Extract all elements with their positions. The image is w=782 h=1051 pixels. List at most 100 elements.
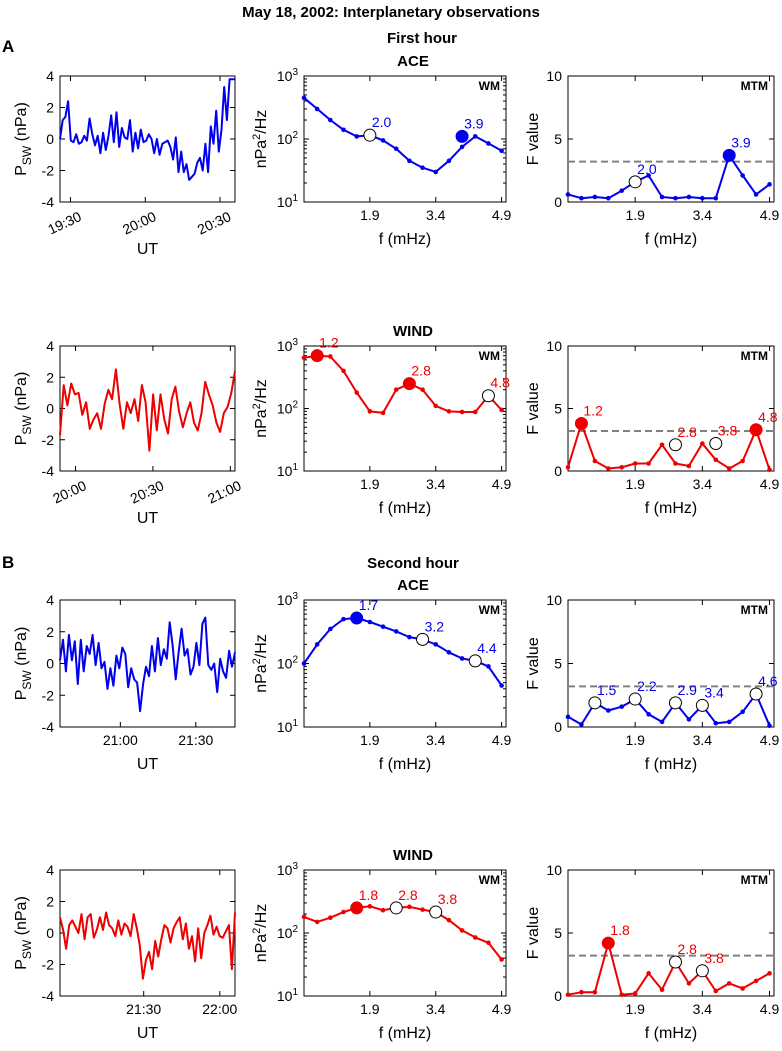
data-point (499, 683, 504, 688)
y-tick-label: 103 (277, 67, 299, 84)
data-point (380, 410, 386, 416)
data-point (420, 387, 425, 392)
data-point (659, 442, 665, 448)
x-tick-label: 4.9 (760, 732, 780, 748)
data-point (740, 709, 745, 715)
data-point (459, 144, 465, 150)
method-label: WM (479, 349, 500, 363)
peak-marker (695, 698, 709, 712)
peak-label: 1.8 (610, 922, 630, 938)
data-point (314, 642, 320, 647)
peak-marker (468, 654, 482, 668)
x-tick-label: 3.4 (693, 476, 713, 492)
y-tick-label: -2 (42, 432, 55, 448)
y-axis-label: nPa2/Hz (251, 379, 270, 438)
x-tick-label: 20:00 (50, 477, 89, 506)
series-line (567, 693, 771, 727)
y-tick-label: 0 (554, 988, 562, 1004)
y-tick-label: 102 (277, 924, 299, 941)
data-point (301, 355, 307, 360)
x-tick-label: 4.9 (760, 207, 780, 223)
data-point (446, 158, 452, 164)
data-point (367, 619, 373, 625)
x-axis-label: f (mHz) (379, 231, 431, 248)
data-point (579, 195, 584, 201)
series-line (567, 422, 771, 471)
y-tick-label: 10 (546, 862, 562, 878)
data-point (713, 195, 719, 201)
y-tick-label: 4 (46, 592, 54, 608)
data-point (646, 173, 651, 178)
x-tick-label: 3.4 (426, 476, 446, 492)
x-axis-label: f (mHz) (645, 500, 697, 517)
peak-label: 2.8 (677, 941, 697, 957)
peak-marker (350, 901, 364, 915)
x-tick-label: 1.9 (625, 1001, 645, 1017)
peak-marker (749, 423, 763, 437)
y-tick-label: 0 (46, 925, 54, 941)
data-point (393, 387, 399, 392)
x-axis-label: UT (137, 241, 159, 258)
peak-marker (668, 438, 682, 452)
data-point (472, 134, 478, 139)
y-tick-label: 101 (277, 193, 299, 210)
y-tick-label: 5 (554, 656, 562, 672)
data-point (700, 195, 705, 201)
x-axis-label: f (mHz) (379, 756, 431, 773)
series-line (567, 942, 770, 996)
data-point (420, 165, 425, 171)
data-point (459, 928, 465, 933)
y-tick-label: 0 (554, 194, 562, 210)
x-tick-label: 4.9 (492, 1001, 512, 1017)
data-point (767, 971, 772, 976)
data-point (301, 661, 307, 666)
x-tick-label: 3.4 (693, 732, 713, 748)
ace-label-row-3: ACE (397, 577, 429, 594)
panel-a-letter: A (2, 37, 14, 56)
y-axis-label: PSW (nPa) (13, 627, 34, 701)
data-point (592, 989, 598, 995)
data-point (632, 461, 638, 466)
data-point (433, 169, 439, 175)
data-point (713, 720, 719, 726)
x-axis-label: UT (137, 756, 159, 773)
data-point (592, 458, 598, 464)
x-tick-label: 22:00 (202, 1001, 237, 1017)
data-point (380, 138, 386, 143)
data-point (393, 629, 399, 634)
peak-marker (455, 129, 469, 143)
figure-title: May 18, 2002: Interplanetary observation… (242, 4, 540, 21)
ace-label-row-1: ACE (397, 53, 429, 70)
peak-label: 2.8 (411, 363, 431, 379)
data-point (646, 971, 651, 976)
data-point (619, 992, 625, 998)
chart-r1c0: -4 -2 0 2 4 20:00 20:30 21:00 PSW (nPa) UT (13, 338, 244, 527)
peak-label: 4.4 (477, 640, 497, 656)
y-tick-label: 102 (277, 400, 299, 417)
x-tick-label: 4.9 (760, 1001, 780, 1017)
peak-label: 1.8 (359, 887, 379, 903)
x-axis-label: UT (137, 1025, 159, 1042)
method-label: MTM (741, 349, 768, 363)
x-tick-label: 21:30 (126, 1001, 161, 1017)
peak-marker (588, 696, 602, 710)
data-point (407, 904, 412, 910)
data-point (328, 354, 333, 359)
x-tick-label: 3.4 (426, 1001, 446, 1017)
y-tick-label: 102 (277, 130, 299, 147)
data-point (726, 466, 732, 471)
y-tick-label: -4 (42, 719, 55, 735)
data-point (659, 987, 665, 992)
data-point (341, 909, 346, 915)
data-point (686, 717, 692, 722)
data-point (767, 182, 772, 187)
y-tick-label: 103 (277, 861, 299, 878)
y-tick-label: -2 (42, 957, 55, 973)
x-tick-label: 4.9 (760, 476, 780, 492)
data-point (659, 719, 665, 725)
y-axis-label: nPa2/Hz (251, 904, 270, 963)
peak-label: 3.8 (438, 891, 458, 907)
x-axis-label: f (mHz) (379, 500, 431, 517)
y-axis-label: PSW (nPa) (13, 896, 34, 970)
